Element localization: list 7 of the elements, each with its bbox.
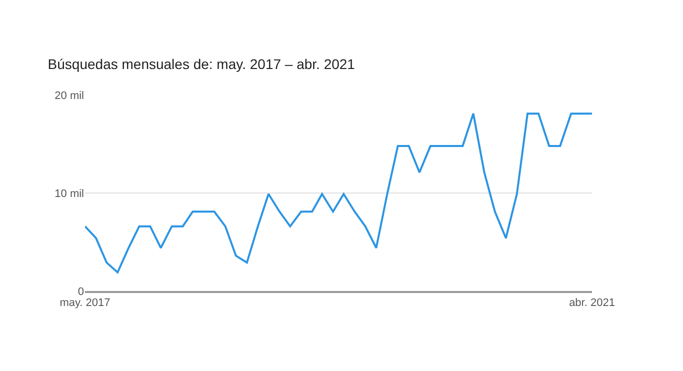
- chart-title: Búsquedas mensuales de: may. 2017 – abr. 2021: [48, 56, 356, 72]
- x-tick-label: abr. 2021: [569, 297, 615, 310]
- line-series: [85, 112, 592, 274]
- y-tick-label: 10 mil: [54, 188, 84, 200]
- y-tick-label: 20 mil: [54, 90, 84, 102]
- y-tick-label: 0: [78, 286, 84, 298]
- x-tick-label: may. 2017: [60, 297, 110, 310]
